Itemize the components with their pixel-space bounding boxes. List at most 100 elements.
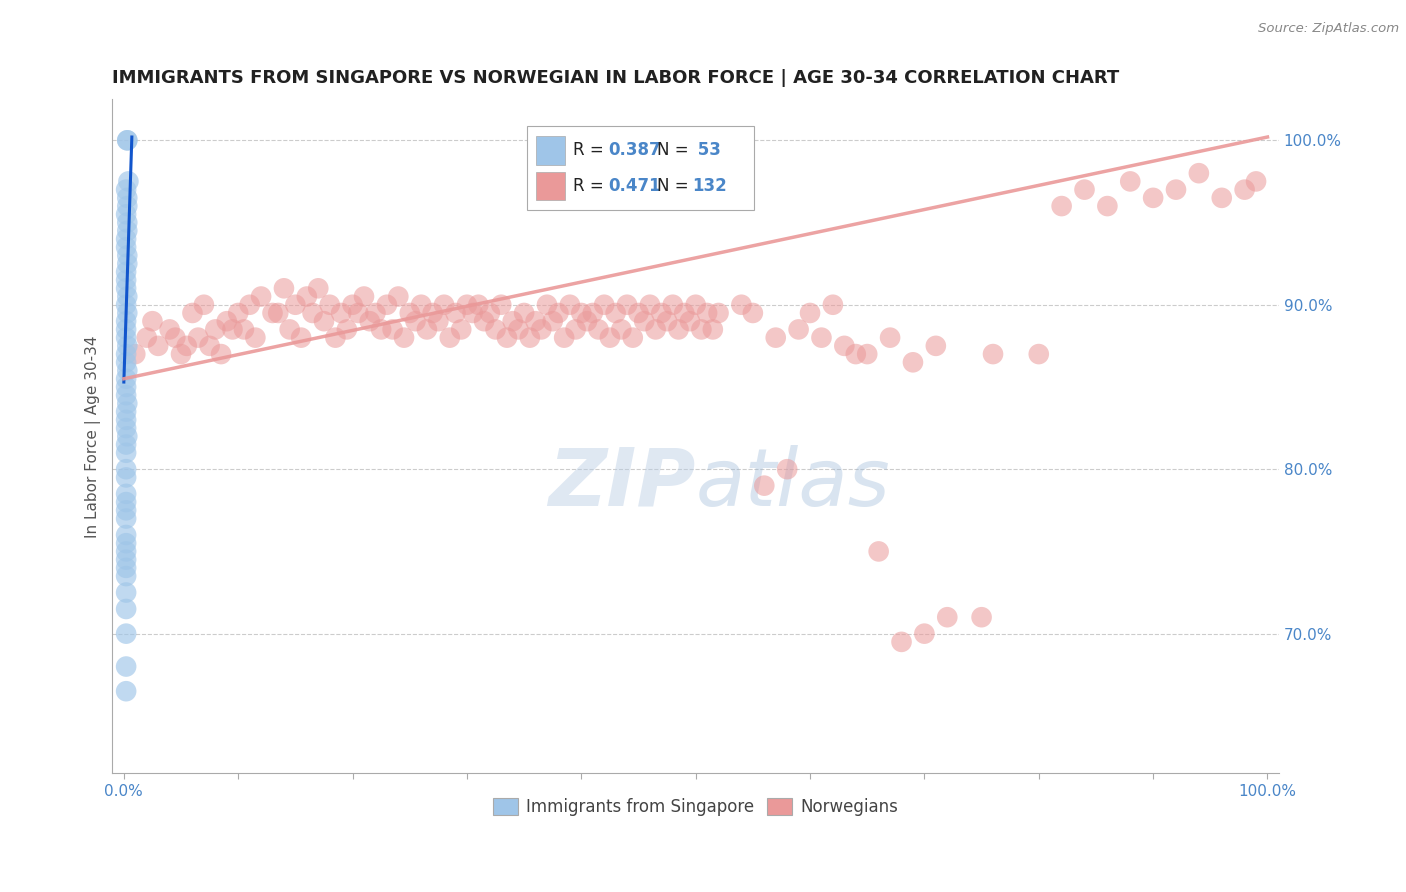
Point — [115, 495, 138, 509]
Point — [115, 511, 138, 525]
Point — [115, 281, 138, 295]
Point — [685, 298, 707, 312]
Point — [1211, 191, 1233, 205]
Point — [117, 248, 139, 262]
Point — [115, 355, 138, 369]
Point — [1244, 174, 1267, 188]
Point — [668, 322, 690, 336]
Point — [204, 322, 226, 336]
Point — [115, 503, 138, 517]
Point — [456, 298, 478, 312]
Point — [662, 298, 685, 312]
Point — [912, 626, 935, 640]
Point — [1119, 174, 1142, 188]
Point — [115, 372, 138, 386]
Point — [307, 281, 329, 295]
Point — [524, 314, 547, 328]
Point — [582, 306, 605, 320]
Point — [799, 306, 821, 320]
Point — [1097, 199, 1119, 213]
Point — [679, 314, 702, 328]
Point — [359, 314, 381, 328]
Point — [730, 298, 752, 312]
Point — [741, 306, 763, 320]
Point — [541, 314, 564, 328]
Point — [364, 306, 387, 320]
Point — [115, 470, 138, 484]
Text: N =: N = — [657, 178, 695, 195]
Point — [117, 199, 139, 213]
Point — [707, 306, 730, 320]
Point — [115, 322, 138, 336]
Point — [262, 306, 284, 320]
Point — [513, 306, 536, 320]
Point — [115, 240, 138, 254]
Point — [115, 183, 138, 197]
Point — [787, 322, 810, 336]
Point — [318, 298, 340, 312]
Point — [754, 478, 776, 492]
Point — [461, 306, 484, 320]
Point — [370, 322, 392, 336]
Point — [117, 174, 139, 188]
Point — [115, 437, 138, 451]
Text: 0.471: 0.471 — [609, 178, 661, 195]
Text: R =: R = — [574, 178, 609, 195]
Point — [117, 396, 139, 410]
Point — [576, 314, 599, 328]
Point — [290, 331, 312, 345]
Point — [970, 610, 993, 624]
Point — [644, 322, 666, 336]
Point — [496, 331, 519, 345]
Point — [879, 331, 901, 345]
Point — [176, 339, 198, 353]
Point — [115, 232, 138, 246]
Point — [209, 347, 232, 361]
Point — [117, 215, 139, 229]
Point — [627, 306, 650, 320]
Point — [115, 585, 138, 599]
Point — [1164, 183, 1187, 197]
Point — [115, 421, 138, 435]
Point — [392, 331, 415, 345]
Point — [117, 363, 139, 377]
Point — [508, 322, 530, 336]
Text: ZIP: ZIP — [548, 444, 696, 523]
Point — [330, 306, 353, 320]
Point — [472, 314, 495, 328]
Point — [226, 306, 249, 320]
Point — [245, 331, 267, 345]
Point — [198, 339, 221, 353]
Point — [593, 298, 616, 312]
Point — [569, 306, 592, 320]
Point — [616, 298, 638, 312]
Point — [115, 331, 138, 345]
Point — [427, 314, 450, 328]
Text: 0.387: 0.387 — [609, 142, 661, 160]
Point — [856, 347, 879, 361]
Point — [981, 347, 1004, 361]
Point — [295, 289, 318, 303]
Point — [146, 339, 169, 353]
Point — [284, 298, 307, 312]
Point — [1073, 183, 1095, 197]
Point — [181, 306, 204, 320]
Point — [115, 347, 138, 361]
Point — [115, 659, 138, 673]
Point — [491, 298, 513, 312]
Point — [1028, 347, 1050, 361]
Point — [115, 684, 138, 698]
Text: N =: N = — [657, 142, 695, 160]
Point — [633, 314, 655, 328]
Point — [250, 289, 273, 303]
Point — [267, 306, 290, 320]
Point — [564, 322, 586, 336]
Point — [336, 322, 359, 336]
Text: IMMIGRANTS FROM SINGAPORE VS NORWEGIAN IN LABOR FORCE | AGE 30-34 CORRELATION CH: IMMIGRANTS FROM SINGAPORE VS NORWEGIAN I… — [112, 69, 1119, 87]
Point — [433, 298, 456, 312]
Point — [342, 298, 364, 312]
Text: 132: 132 — [692, 178, 727, 195]
Point — [135, 331, 157, 345]
Point — [115, 602, 138, 616]
Point — [312, 314, 335, 328]
